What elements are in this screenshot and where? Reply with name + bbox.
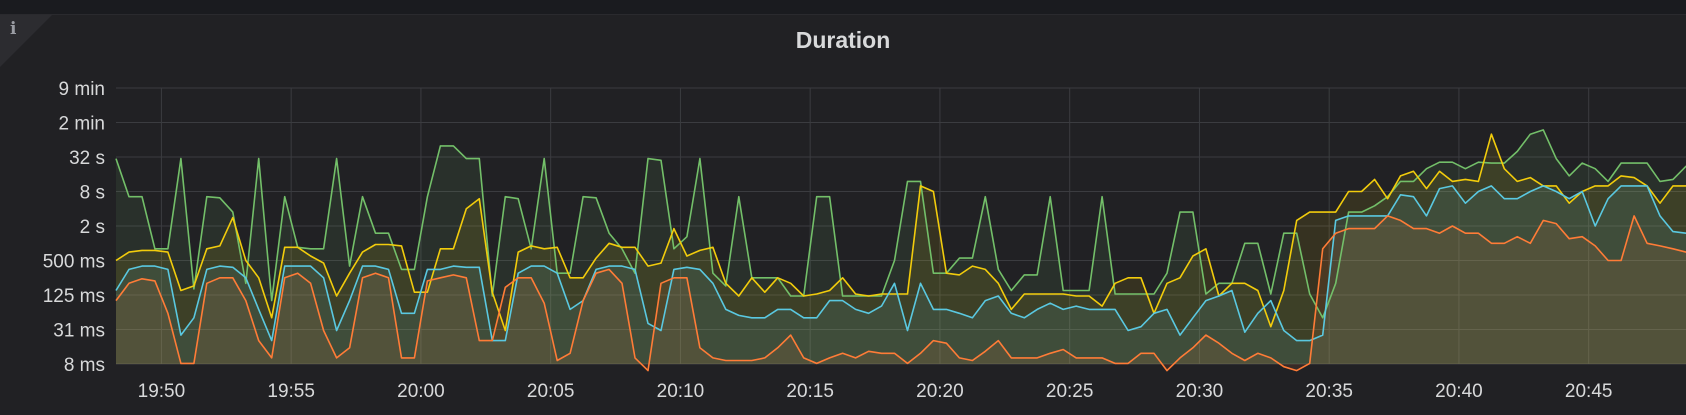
y-tick-label: 32 s (69, 148, 105, 169)
panel-info-corner[interactable] (0, 15, 52, 67)
y-tick-label: 8 s (80, 183, 105, 204)
y-tick-label: 125 ms (43, 286, 105, 307)
panel-title[interactable]: Duration (795, 27, 891, 53)
series-area-3 (116, 215, 1686, 371)
duration-chart[interactable]: 8 ms 31 ms 125 ms 500 ms 2 s 8 s 32 s 2 min 9 mi… (0, 15, 1686, 415)
y-tick-label: 2 min (59, 114, 105, 135)
x-tick-label: 20:45 (1565, 381, 1613, 402)
series-line-1 (115, 133, 1686, 332)
series-line-0 (115, 129, 1686, 319)
y-tick-label: 9 min (59, 79, 105, 100)
x-tick-label: 20:35 (1305, 381, 1353, 402)
chart-grid (116, 87, 1686, 365)
y-axis: 8 ms 31 ms 125 ms 500 ms 2 s 8 s 32 s 2 min 9 mi… (43, 79, 105, 376)
x-axis: 19:50 19:55 20:00 20:05 20:10 20:15 20:20 20:25… (138, 381, 1613, 402)
series-line-2 (115, 185, 1686, 342)
x-tick-label: 19:50 (138, 381, 186, 402)
series-line-3 (115, 215, 1686, 372)
x-tick-label: 20:10 (657, 381, 705, 402)
x-tick-label: 20:40 (1435, 381, 1483, 402)
y-tick-label: 500 ms (43, 252, 105, 273)
info-icon[interactable]: i (10, 19, 17, 39)
x-tick-label: 20:25 (1046, 381, 1094, 402)
x-tick-label: 20:20 (916, 381, 964, 402)
series-area-1 (116, 134, 1686, 364)
dashboard-top-bar (0, 0, 1686, 14)
duration-panel: i Duration 8 ms 31 ms 125 ms 500 ms 2 s 8 s 32… (0, 14, 1686, 415)
y-tick-label: 8 ms (64, 355, 105, 376)
series-area-0 (116, 129, 1686, 364)
y-tick-label: 31 ms (53, 321, 105, 342)
x-tick-label: 20:05 (527, 381, 575, 402)
x-tick-label: 20:30 (1176, 381, 1224, 402)
chart-lines (115, 129, 1686, 372)
x-tick-label: 19:55 (267, 381, 315, 402)
x-tick-label: 20:00 (397, 381, 445, 402)
y-tick-label: 2 s (80, 217, 105, 238)
x-tick-label: 20:15 (786, 381, 834, 402)
